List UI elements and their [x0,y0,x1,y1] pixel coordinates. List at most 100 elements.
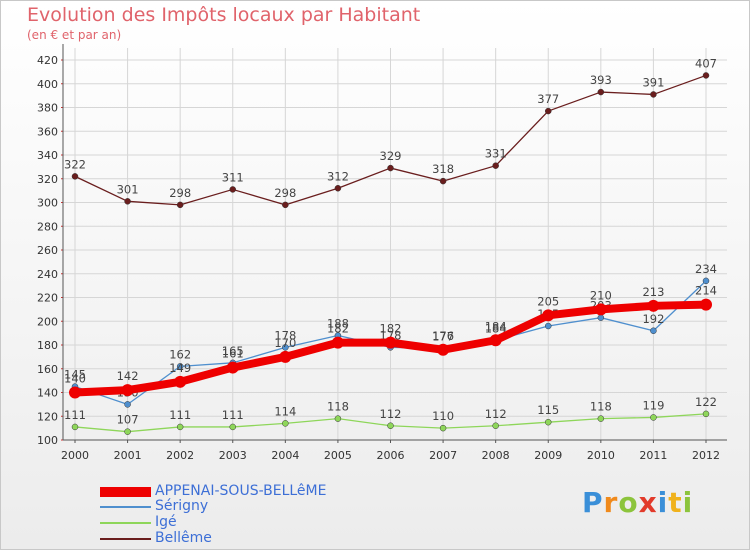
data-label-bell-me: 298 [274,186,296,200]
y-tick-label: 240 [37,268,58,281]
data-point-bell-me [71,173,79,180]
data-point-bell-me [387,164,394,172]
data-point-appenai-sous-bell-me [174,375,187,388]
proxiti-logo: Proxiti [582,486,694,519]
data-point-ig- [387,422,394,429]
data-label-s-rigny: 177 [432,330,454,344]
data-point-bell-me [702,72,710,79]
data-label-appenai-sous-bell-me: 142 [117,369,139,383]
data-point-s-rigny [545,322,552,330]
y-tick-label: 320 [37,173,58,186]
data-point-bell-me [229,186,236,193]
x-tick-label: 2005 [324,449,352,462]
data-label-ig-: 118 [590,400,612,414]
data-label-ig-: 111 [222,408,244,422]
data-label-ig-: 119 [642,398,664,412]
y-tick-label: 360 [37,125,58,138]
data-label-bell-me: 329 [380,149,402,163]
data-label-bell-me: 393 [590,73,612,87]
data-label-appenai-sous-bell-me: 184 [485,319,507,333]
data-point-appenai-sous-bell-me [331,336,344,349]
legend-label-appenai: APPENAI-SOUS-BELLêME [155,483,327,499]
data-point-appenai-sous-bell-me [489,334,502,347]
y-tick-label: 340 [37,149,58,162]
y-tick-label: 140 [37,387,58,400]
y-tick-label: 100 [37,434,58,447]
legend-label-belleme: Bellême [155,530,212,546]
data-point-appenai-sous-bell-me [69,386,81,399]
x-tick-label: 2011 [639,449,667,462]
x-tick-label: 2008 [482,449,510,462]
y-tick-label: 200 [37,315,58,328]
data-point-bell-me [650,91,657,98]
data-point-ig- [71,423,79,431]
data-point-ig- [545,418,552,426]
data-label-appenai-sous-bell-me: 140 [64,372,86,386]
y-tick-label: 280 [37,220,58,233]
data-label-s-rigny: 145 [64,368,86,382]
data-label-appenai-sous-bell-me: 210 [590,288,612,302]
data-label-ig-: 111 [64,408,86,422]
data-point-appenai-sous-bell-me [594,303,607,316]
data-label-s-rigny: 184 [485,321,507,335]
data-point-s-rigny [597,314,605,321]
legend-label-ige: Igé [155,514,177,530]
data-label-bell-me: 318 [432,162,454,176]
data-point-ig- [702,410,710,418]
data-point-appenai-sous-bell-me [542,309,555,322]
data-label-ig-: 118 [327,400,349,414]
data-point-appenai-sous-bell-me [279,350,292,363]
chart-subtitle: (en € et par an) [27,28,122,42]
legend-swatch-appenai [100,487,151,497]
data-point-ig- [282,420,289,427]
data-label-bell-me: 331 [485,147,507,161]
data-label-ig-: 112 [380,407,402,421]
data-point-bell-me [176,201,184,209]
data-label-appenai-sous-bell-me: 161 [222,347,244,361]
data-label-ig-: 107 [117,413,139,427]
data-point-bell-me [282,201,289,209]
data-point-s-rigny [650,327,657,334]
data-point-s-rigny [124,401,131,408]
data-point-s-rigny [282,344,289,351]
data-label-ig-: 111 [169,408,191,422]
data-point-ig- [597,415,605,422]
legend-swatch-serigny [100,506,151,508]
data-point-bell-me [492,162,499,169]
data-point-ig- [334,415,342,422]
y-tick-label: 220 [37,292,58,305]
data-label-appenai-sous-bell-me: 149 [169,361,191,375]
data-label-appenai-sous-bell-me: 182 [327,322,349,336]
y-tick-label: 180 [37,339,58,352]
data-label-ig-: 114 [274,404,296,418]
legend-label-serigny: Sérigny [155,498,209,514]
data-label-ig-: 112 [485,407,507,421]
data-point-appenai-sous-bell-me [700,298,712,311]
y-tick-label: 420 [37,54,58,67]
data-point-bell-me [334,185,342,192]
data-point-appenai-sous-bell-me [437,343,450,356]
data-label-bell-me: 312 [327,169,349,183]
data-label-appenai-sous-bell-me: 176 [432,329,454,343]
data-point-ig- [176,423,184,431]
legend-swatch-belleme [100,538,151,540]
data-point-appenai-sous-bell-me [226,361,239,374]
data-point-ig- [229,423,236,431]
x-tick-label: 2012 [692,449,720,462]
data-label-s-rigny: 192 [642,312,664,326]
data-label-bell-me: 298 [169,186,191,200]
data-label-appenai-sous-bell-me: 213 [642,285,664,299]
data-label-bell-me: 322 [64,157,86,171]
data-point-appenai-sous-bell-me [384,336,397,349]
data-label-s-rigny: 234 [695,262,717,276]
data-label-appenai-sous-bell-me: 214 [695,284,717,298]
data-label-s-rigny: 162 [169,347,191,361]
data-point-bell-me [545,107,552,115]
x-tick-label: 2001 [114,449,142,462]
data-label-appenai-sous-bell-me: 170 [274,336,296,350]
data-point-bell-me [597,88,605,96]
x-tick-label: 2000 [61,449,89,462]
y-tick-label: 300 [37,197,58,210]
data-label-bell-me: 377 [537,92,559,106]
